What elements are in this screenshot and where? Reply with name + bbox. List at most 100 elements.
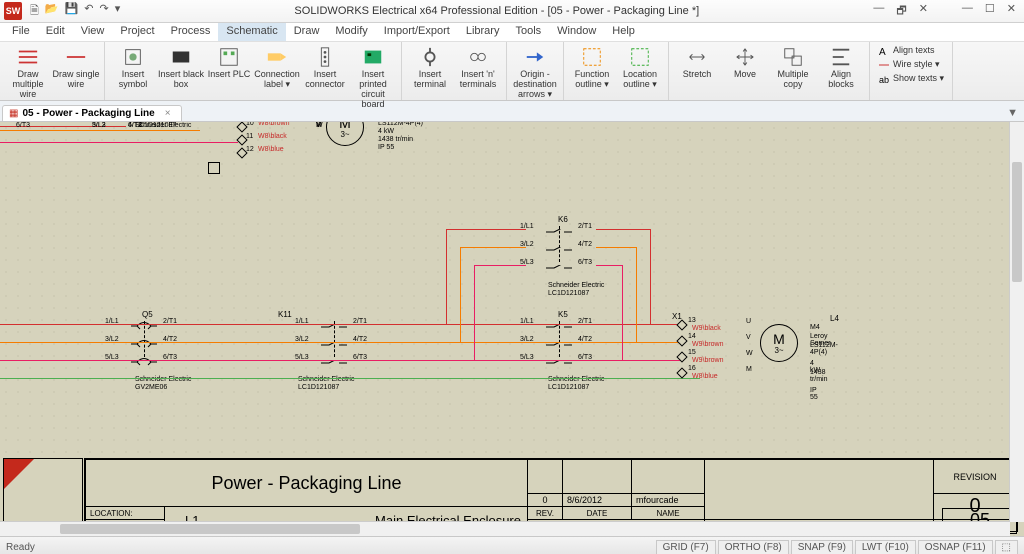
- ribbon-multiwire[interactable]: Draw multiple wire: [4, 44, 52, 100]
- ribbon-connlabel[interactable]: Connection label ▾: [253, 44, 301, 90]
- ribbon-locout[interactable]: Location outline ▾: [616, 44, 664, 90]
- menu-draw[interactable]: Draw: [286, 23, 328, 41]
- vertical-scrollbar[interactable]: [1009, 122, 1024, 522]
- win-min-button[interactable]: —: [962, 2, 973, 21]
- blackbox-icon: [170, 46, 192, 68]
- mdi-close-button[interactable]: ✕: [919, 2, 928, 21]
- ribbon-group: Stretch Move Multiple copyAlign blocks: [669, 42, 870, 100]
- ribbon-connector[interactable]: Insert connector: [301, 44, 349, 90]
- qat-open-icon[interactable]: 📂: [45, 2, 59, 21]
- locout-icon: [629, 46, 651, 68]
- menu-file[interactable]: File: [4, 23, 38, 41]
- col-date: DATE: [563, 507, 632, 520]
- rev-val: 0: [528, 494, 563, 507]
- mdi-restore-button[interactable]: 🗗: [896, 2, 906, 21]
- qat-save-icon[interactable]: 💾: [65, 2, 79, 21]
- status-cell[interactable]: SNAP (F9): [791, 540, 853, 554]
- ribbon-label: Insert printed circuit board: [349, 70, 397, 110]
- ribbon-align[interactable]: Align blocks: [817, 44, 865, 90]
- document-tab-label: 05 - Power - Packaging Line: [22, 108, 154, 119]
- document-tab-close[interactable]: ×: [165, 108, 171, 119]
- ribbon-label: Move: [734, 70, 756, 80]
- ribbon-label: Multiple copy: [769, 70, 817, 90]
- ribbon-label: Align blocks: [817, 70, 865, 90]
- ribbon-origdest[interactable]: Origin - destination arrows ▾: [511, 44, 559, 100]
- menu-window[interactable]: Window: [549, 23, 604, 41]
- document-tab-row: ▦ 05 - Power - Packaging Line × ▼: [0, 101, 1024, 122]
- at-icon: A: [878, 45, 890, 57]
- ribbon-pcb[interactable]: Insert printed circuit board: [349, 44, 397, 110]
- ribbon-group: Draw multiple wireDraw single wire: [0, 42, 105, 100]
- date-val: 8/6/2012: [563, 494, 632, 507]
- ribbon-symbol[interactable]: Insert symbol: [109, 44, 157, 90]
- qat-redo-icon[interactable]: ↷: [99, 2, 108, 21]
- ribbon-st[interactable]: abShow texts ▾: [874, 72, 948, 86]
- ribbon-label: Insert connector: [301, 70, 349, 90]
- ribbon-singlewire[interactable]: Draw single wire: [52, 44, 100, 90]
- multiwire-icon: [17, 46, 39, 68]
- col-rev: REV.: [528, 507, 563, 520]
- terminal-icon: [419, 46, 441, 68]
- menu-modify[interactable]: Modify: [327, 23, 375, 41]
- ribbon-mcopy[interactable]: Multiple copy: [769, 44, 817, 90]
- name-val: mfourcade: [632, 494, 705, 507]
- ribbon-blackbox[interactable]: Insert black box: [157, 44, 205, 90]
- menu-view[interactable]: View: [73, 23, 113, 41]
- menu-library[interactable]: Library: [458, 23, 508, 41]
- qat-new-icon[interactable]: 🗎: [30, 2, 39, 21]
- status-cell[interactable]: ORTHO (F8): [718, 540, 789, 554]
- ribbon-label: Insert terminal: [406, 70, 454, 90]
- menu-tools[interactable]: Tools: [507, 23, 549, 41]
- stretch-icon: [686, 46, 708, 68]
- status-cell[interactable]: GRID (F7): [656, 540, 716, 554]
- horizontal-scrollbar[interactable]: [0, 521, 1010, 536]
- funout-icon: [581, 46, 603, 68]
- mdi-min-button[interactable]: —: [873, 2, 884, 21]
- ribbon-label: Location outline ▾: [616, 70, 664, 90]
- win-max-button[interactable]: ☐: [985, 2, 995, 21]
- ribbon-group: AAlign textsWire style ▾abShow texts ▾: [870, 42, 953, 100]
- fold-corner-icon: [4, 459, 34, 489]
- nterminal-icon: [467, 46, 489, 68]
- ribbon-nterminal[interactable]: Insert 'n' terminals: [454, 44, 502, 90]
- win-close-button[interactable]: ✕: [1007, 2, 1016, 21]
- doc-icon: ▦: [9, 108, 18, 119]
- pcb-icon: [362, 46, 384, 68]
- ribbon-ws[interactable]: Wire style ▾: [874, 58, 948, 72]
- ribbon-stretch[interactable]: Stretch: [673, 44, 721, 80]
- location-header: LOCATION:: [86, 507, 165, 520]
- ribbon-group: Insert symbolInsert black boxInsert PLCC…: [105, 42, 402, 100]
- status-icon[interactable]: ⬚: [995, 540, 1018, 554]
- origdest-icon: [524, 46, 546, 68]
- revision-header: REVISION: [934, 460, 1017, 494]
- menu-help[interactable]: Help: [604, 23, 643, 41]
- ribbon-move[interactable]: Move: [721, 44, 769, 80]
- menu-schematic[interactable]: Schematic: [218, 23, 285, 41]
- menu-project[interactable]: Project: [112, 23, 162, 41]
- drawing-canvas[interactable]: 3/L2 4/T2 5/L3 6/T3 6/T3 Schneider Elect…: [0, 122, 1024, 536]
- ribbon-label: Insert PLC: [208, 70, 251, 80]
- menubar[interactable]: FileEditViewProjectProcessSchematicDrawM…: [0, 23, 1024, 42]
- window-title: SOLIDWORKS Electrical x64 Professional E…: [120, 5, 873, 17]
- ribbon-funout[interactable]: Function outline ▾: [568, 44, 616, 90]
- qat-undo-icon[interactable]: ↶: [84, 2, 93, 21]
- menu-process[interactable]: Process: [163, 23, 219, 41]
- ribbon-terminal[interactable]: Insert terminal: [406, 44, 454, 90]
- tab-overflow-arrow[interactable]: ▼: [1001, 105, 1024, 121]
- document-tab[interactable]: ▦ 05 - Power - Packaging Line ×: [2, 105, 182, 121]
- quick-access-toolbar[interactable]: 🗎 📂 💾 ↶ ↷ ▾: [30, 2, 120, 21]
- ribbon: Draw multiple wireDraw single wireInsert…: [0, 42, 1024, 101]
- ribbon-plc[interactable]: Insert PLC: [205, 44, 253, 80]
- scrollbar-thumb[interactable]: [1012, 162, 1022, 282]
- app-icon: SW: [4, 2, 22, 20]
- ribbon-label: Origin - destination arrows ▾: [511, 70, 559, 100]
- scrollbar-thumb[interactable]: [60, 524, 360, 534]
- ribbon-at[interactable]: AAlign texts: [874, 44, 948, 58]
- status-cell[interactable]: OSNAP (F11): [918, 540, 993, 554]
- drawing-title: Power - Packaging Line: [86, 460, 528, 507]
- ribbon-label: Function outline ▾: [568, 70, 616, 90]
- menu-edit[interactable]: Edit: [38, 23, 73, 41]
- menu-import/export[interactable]: Import/Export: [376, 23, 458, 41]
- ribbon-group: Function outline ▾Location outline ▾: [564, 42, 669, 100]
- status-cell[interactable]: LWT (F10): [855, 540, 916, 554]
